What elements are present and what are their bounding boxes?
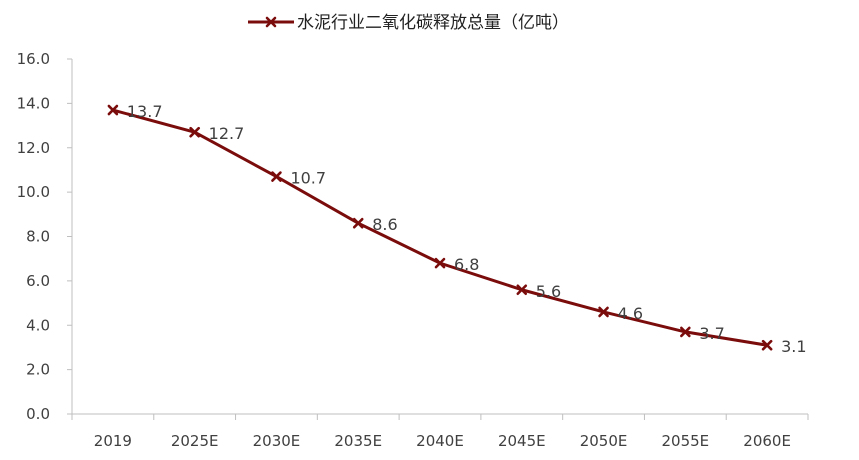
data-point [107, 104, 119, 116]
y-tick-label: 14.0 [17, 94, 50, 112]
y-tick-label: 6.0 [26, 272, 50, 290]
x-tick-label: 2055E [662, 432, 710, 450]
x-tick-label: 2025E [171, 432, 219, 450]
data-point [598, 306, 609, 318]
data-label: 10.7 [290, 169, 326, 188]
data-point [189, 126, 200, 138]
y-tick-label: 10.0 [17, 183, 50, 201]
data-label: 3.7 [699, 324, 724, 343]
x-tick-label: 2045E [498, 432, 546, 450]
y-tick-label: 16.0 [17, 50, 50, 68]
x-tick-label: 2030E [253, 432, 301, 450]
x-tick-label: 2040E [416, 432, 464, 450]
data-point [352, 217, 364, 229]
data-point [761, 339, 773, 351]
data-label: 8.6 [372, 215, 397, 234]
legend-marker-x [265, 16, 277, 28]
data-label: 4.6 [618, 304, 643, 323]
axes: 0.0 2.0 4.0 6.0 8.0 10.0 12.0 14.0 16.0 2019 2025E… [17, 50, 809, 450]
legend-label: 水泥行业二氧化碳释放总量（亿吨） [297, 13, 569, 33]
data-label: 3.1 [781, 337, 806, 356]
x-tick-label: 2050E [580, 432, 628, 450]
data-labels: 13.7 12.7 10.7 8.6 6.8 5.6 4.6 3.7 3.1 [127, 102, 807, 356]
data-label: 6.8 [454, 255, 479, 274]
data-point [516, 284, 528, 296]
data-label: 13.7 [127, 102, 163, 121]
y-tick-label: 2.0 [26, 361, 50, 379]
x-tick-label: 2019 [94, 432, 132, 450]
series-path [112, 108, 768, 347]
data-point [434, 257, 446, 269]
legend-marker [265, 16, 277, 28]
x-tick-label: 2035E [334, 432, 382, 450]
legend: 水泥行业二氧化碳释放总量（亿吨） [248, 13, 569, 33]
y-tick-label: 0.0 [26, 405, 50, 423]
x-tick-label: 2060E [743, 432, 791, 450]
y-tick-label: 4.0 [26, 316, 50, 334]
data-label: 12.7 [209, 124, 245, 143]
y-tick-label: 12.0 [17, 139, 50, 157]
data-point [271, 171, 282, 182]
y-tick-label: 8.0 [26, 228, 50, 246]
data-point [680, 326, 691, 338]
data-label: 5.6 [536, 282, 561, 301]
series-line [107, 104, 773, 351]
